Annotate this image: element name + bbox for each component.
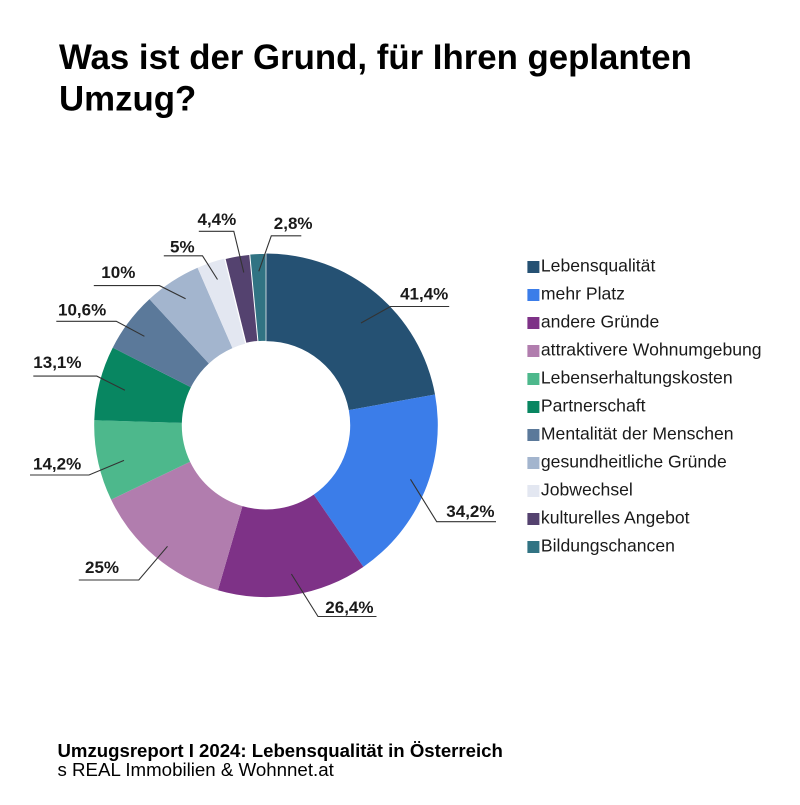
svg-text:Was ist der Grund, für Ihren g: Was ist der Grund, für Ihren geplanten [59, 38, 692, 77]
svg-text:10%: 10% [101, 263, 135, 282]
svg-text:andere Gründe: andere Gründe [541, 311, 659, 331]
svg-text:kulturelles Angebot: kulturelles Angebot [541, 507, 690, 527]
svg-text:25%: 25% [85, 558, 119, 577]
svg-text:10,6%: 10,6% [58, 301, 106, 320]
svg-text:Lebensqualität: Lebensqualität [541, 255, 656, 275]
svg-text:attraktivere Wohnumgebung: attraktivere Wohnumgebung [541, 339, 762, 359]
svg-text:5%: 5% [170, 238, 195, 257]
svg-text:Umzug?: Umzug? [59, 80, 196, 119]
svg-text:4,4%: 4,4% [198, 210, 237, 229]
svg-text:Bildungschancen: Bildungschancen [541, 535, 675, 555]
svg-text:Umzugsreport I 2024: Lebensqua: Umzugsreport I 2024: Lebensqualität in Ö… [58, 740, 503, 761]
svg-text:Partnerschaft: Partnerschaft [541, 395, 646, 415]
svg-text:Mentalität der Menschen: Mentalität der Menschen [541, 423, 734, 443]
svg-text:Jobwechsel: Jobwechsel [541, 479, 633, 499]
svg-text:14,2%: 14,2% [33, 455, 81, 474]
svg-text:13,1%: 13,1% [33, 353, 81, 372]
svg-text:26,4%: 26,4% [325, 598, 373, 617]
svg-text:s REAL Immobilien & Wohnnet.at: s REAL Immobilien & Wohnnet.at [58, 759, 335, 780]
svg-text:2,8%: 2,8% [274, 214, 313, 233]
svg-text:gesundheitliche Gründe: gesundheitliche Gründe [541, 451, 727, 471]
svg-text:34,2%: 34,2% [446, 502, 494, 521]
svg-text:mehr Platz: mehr Platz [541, 283, 625, 303]
svg-text:Lebenserhaltungskosten: Lebenserhaltungskosten [541, 367, 733, 387]
svg-text:41,4%: 41,4% [400, 285, 448, 304]
